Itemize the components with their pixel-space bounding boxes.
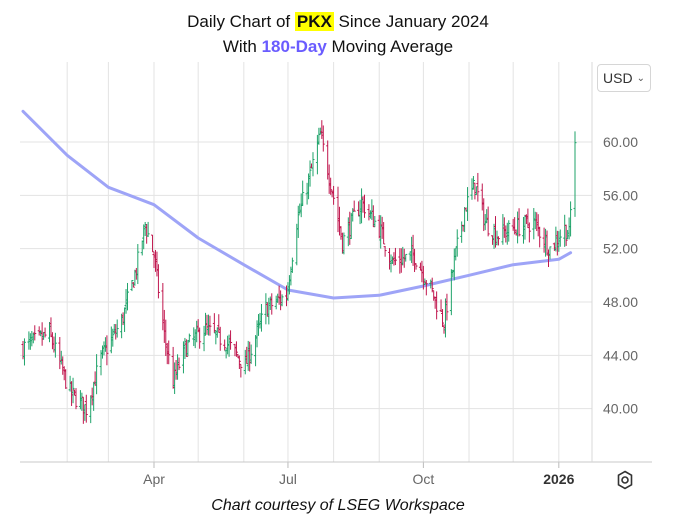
ohlc-bar — [74, 388, 78, 410]
ohlc-bar — [33, 325, 37, 341]
x-tick-label: Apr — [143, 471, 165, 487]
ohlc-bar — [136, 244, 140, 285]
ohlc-bar — [22, 338, 26, 366]
ohlc-bar — [84, 394, 88, 423]
currency-selector[interactable]: USD ⌄ — [597, 64, 651, 92]
chevron-down-icon: ⌄ — [636, 72, 645, 84]
chart-subtitle: With 180-Day Moving Average — [0, 37, 676, 57]
ohlc-bar — [496, 236, 500, 246]
ohlc-bar — [156, 264, 160, 299]
title-prefix: Daily Chart of — [187, 12, 295, 31]
ohlc-bar — [569, 201, 573, 237]
ohlc-bar — [308, 160, 312, 187]
ohlc-bar — [441, 309, 445, 327]
ohlc-bar — [321, 125, 325, 152]
x-tick-label: Oct — [412, 471, 434, 487]
ohlc-bar — [342, 232, 346, 255]
ohlc-bar — [290, 257, 294, 273]
chart-axes: 60.00 56.00 52.00 48.00 44.00 40.00 Apr Jul Oct 2… — [20, 62, 652, 487]
ohlc-bar — [301, 180, 305, 207]
settings-button[interactable] — [612, 468, 638, 492]
ohlc-bar — [404, 253, 408, 262]
ohlc-bar — [393, 247, 397, 266]
ohlc-bar — [424, 280, 428, 296]
ohlc-bar — [218, 326, 222, 351]
ticker-highlight: PKX — [294, 12, 334, 31]
x-tick-label: Jul — [279, 471, 297, 487]
y-tick-label: 44.00 — [603, 347, 638, 363]
ohlc-bar — [455, 229, 459, 257]
moving-average-label: 180-Day — [261, 37, 327, 56]
gear-icon — [617, 470, 633, 490]
chart-title: Daily Chart of PKX Since January 2024 — [0, 12, 676, 32]
ohlc-bar — [43, 327, 47, 338]
title-suffix: Since January 2024 — [333, 12, 489, 31]
y-tick-label: 40.00 — [603, 401, 638, 417]
ohlc-bar — [517, 208, 521, 237]
subtitle-prefix: With — [222, 37, 262, 56]
ohlc-bar — [329, 177, 333, 195]
ohlc-bar — [311, 152, 315, 177]
ohlc-bar — [270, 293, 274, 315]
chart-footer: Chart courtesy of LSEG Workspace — [211, 497, 465, 514]
ohlc-bar — [239, 363, 243, 378]
chart-grid — [20, 62, 592, 462]
ohlc-bar — [507, 220, 511, 242]
ohlc-bar — [460, 221, 464, 243]
ohlc-bar — [259, 304, 263, 332]
ohlc-bar — [382, 222, 386, 245]
ohlc-bar — [237, 355, 241, 370]
ohlc-bar — [177, 357, 181, 371]
ohlc-bar — [373, 216, 377, 228]
ohlc-bar — [130, 279, 134, 292]
ohlc-bar — [208, 315, 212, 336]
y-tick-label: 60.00 — [603, 134, 638, 150]
ohlc-bar — [223, 339, 227, 351]
ohlc-bar — [564, 224, 568, 246]
ohlc-bar — [296, 205, 300, 238]
ohlc-bar — [466, 187, 470, 221]
subtitle-suffix: Moving Average — [326, 37, 454, 56]
ohlc-bar — [332, 185, 336, 205]
ohlc-bar — [486, 206, 490, 237]
x-tick-label: 2026 — [543, 471, 574, 487]
ohlc-bar — [229, 330, 233, 350]
ohlc-bar — [105, 335, 109, 366]
ohlc-bar — [115, 319, 119, 338]
ohlc-bar — [187, 333, 191, 343]
ohlc-bar — [71, 377, 75, 404]
ohlc-bar — [198, 327, 202, 349]
ohlc-bar — [280, 294, 284, 307]
moving-average-line — [21, 109, 573, 300]
ohlc-bar — [64, 369, 68, 389]
price-bars — [21, 120, 577, 424]
ohlc-bar — [146, 221, 150, 237]
ohlc-bar — [363, 194, 367, 218]
ohlc-bar — [548, 246, 552, 260]
currency-value: USD — [603, 70, 633, 86]
ohlc-bar — [95, 354, 99, 395]
ohlc-bar — [430, 277, 434, 293]
ohlc-bar — [167, 340, 171, 365]
ohlc-bar — [212, 313, 216, 333]
ohlc-bar — [445, 293, 449, 321]
y-tick-label: 56.00 — [603, 187, 638, 203]
y-tick-label: 48.00 — [603, 294, 638, 310]
ohlc-bar — [383, 246, 387, 257]
ohlc-bar — [538, 226, 542, 248]
ohlc-bar — [573, 131, 577, 217]
ohlc-bar — [414, 263, 418, 270]
ohlc-bar — [527, 222, 531, 243]
moving-average-layer — [21, 109, 573, 300]
ohlc-bar — [53, 332, 57, 358]
ohlc-bar — [435, 291, 439, 320]
ohlc-bar — [476, 172, 480, 202]
ohlc-bar — [249, 344, 253, 364]
ohlc-bar — [352, 200, 356, 212]
ohlc-bar — [126, 282, 130, 311]
ohlc-bar — [558, 229, 562, 247]
y-tick-label: 52.00 — [603, 241, 638, 257]
